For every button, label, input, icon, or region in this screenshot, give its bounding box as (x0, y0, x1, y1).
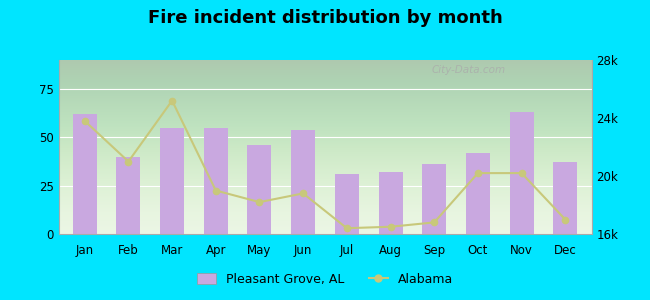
Legend: Pleasant Grove, AL, Alabama: Pleasant Grove, AL, Alabama (192, 268, 458, 291)
Text: Fire incident distribution by month: Fire incident distribution by month (148, 9, 502, 27)
Bar (422, 164, 447, 234)
Bar (335, 174, 359, 234)
Bar (553, 163, 577, 234)
Bar (160, 128, 184, 234)
Bar (248, 145, 272, 234)
Bar (510, 112, 534, 234)
Bar (291, 130, 315, 234)
Bar (203, 128, 227, 234)
Bar (466, 153, 490, 234)
Text: City-Data.com: City-Data.com (432, 65, 506, 75)
Bar (378, 172, 402, 234)
Bar (73, 114, 97, 234)
Bar (116, 157, 140, 234)
